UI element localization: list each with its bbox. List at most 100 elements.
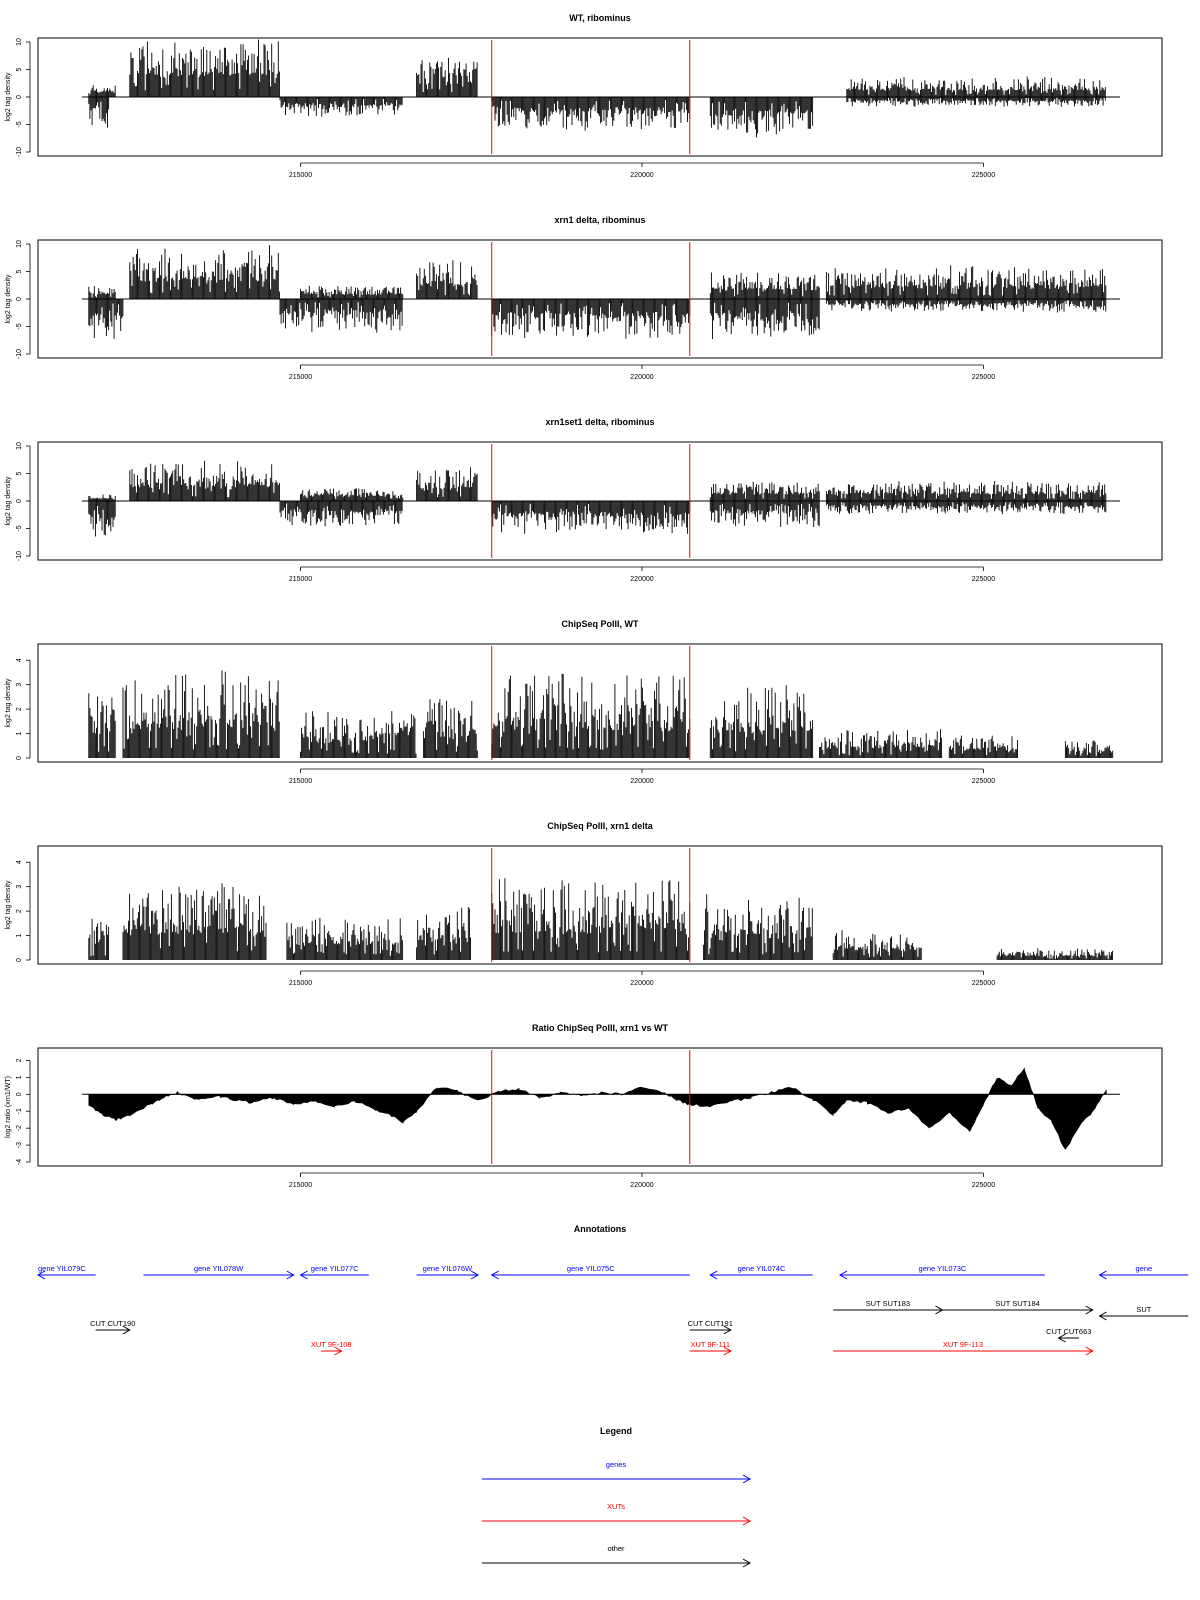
bar-block-plus <box>825 265 1107 299</box>
legend-label: genes <box>606 1460 627 1469</box>
feature-label: SUT SUT184 <box>995 1299 1039 1308</box>
arrow-right-icon <box>286 1270 295 1280</box>
chart-title: WT, ribominus <box>569 13 631 23</box>
y-tick-label: 4 <box>16 860 23 864</box>
chart-title: ChipSeq PolII, xrn1 delta <box>547 821 654 831</box>
feature-label: XUT 9F-113 <box>943 1340 983 1349</box>
bar-block-plus <box>122 883 267 960</box>
arrow-right-icon <box>742 1474 752 1484</box>
bar-block-plus <box>300 711 417 758</box>
y-tick-label: 0 <box>16 1092 23 1096</box>
legend-item-xuts: XUTs <box>482 1502 752 1526</box>
legend-item-other: other <box>482 1544 752 1568</box>
chart-panel-4: ChipSeq PolII, WT 0 1 2 3 4 log2 tag density 21… <box>5 619 1163 785</box>
plot-frame <box>37 1047 1163 1167</box>
x-tick-label: 225000 <box>972 172 995 179</box>
x-tick-label: 215000 <box>289 1182 312 1189</box>
arrow-left-icon <box>490 1270 499 1280</box>
arrow-left-icon <box>1098 1311 1107 1321</box>
y-tick-label: 2 <box>16 707 23 711</box>
bar-block-minus <box>279 97 403 117</box>
y-tick-label: 5 <box>16 67 23 71</box>
feature-xut-9f-111: XUT 9F-111 <box>689 1340 732 1356</box>
legend-title: Legend <box>600 1426 632 1436</box>
bar-block-plus <box>300 488 404 501</box>
feature-sut: SUT <box>1098 1305 1189 1321</box>
feature-gene-yil075c: gene YIL075C <box>490 1264 690 1280</box>
bar-block-plus <box>1064 740 1114 758</box>
y-tick-label: 5 <box>16 471 23 475</box>
feature-gene-yil074c: gene YIL074C <box>709 1264 813 1280</box>
bar-block-plus <box>948 735 1018 758</box>
bar-block-plus <box>416 260 478 299</box>
feature-cut-cut191: CUT CUT191 <box>688 1319 733 1335</box>
y-axis-label: log2 tag density <box>5 274 12 324</box>
bar-block-plus <box>491 878 691 960</box>
bar-block-plus <box>129 39 280 97</box>
bar-block-plus <box>709 481 820 501</box>
y-tick-label: 10 <box>16 442 23 450</box>
y-tick-label: 3 <box>16 683 23 687</box>
bar-series <box>88 670 1114 758</box>
feature-gene-yil078w: gene YIL078W <box>143 1264 295 1280</box>
chart-title: xrn1 delta, ribominus <box>554 215 645 225</box>
y-tick-label: 1 <box>16 1075 23 1079</box>
y-tick-label: -1 <box>16 1108 23 1114</box>
feature-label: CUT CUT191 <box>688 1319 733 1328</box>
x-tick-label: 220000 <box>630 576 653 583</box>
y-tick-label: -4 <box>16 1159 23 1165</box>
bar-block-plus <box>491 673 691 758</box>
arrow-right-icon <box>742 1516 752 1526</box>
chart-panel-6: Ratio ChipSeq PolII, xrn1 vs WT -4 -3 -2 -1 0… <box>5 1023 1163 1189</box>
bar-series <box>88 39 1106 138</box>
bar-block-minus <box>88 501 116 537</box>
bar-block-minus <box>491 299 691 339</box>
bar-block-plus <box>300 285 404 299</box>
x-tick-label: 215000 <box>289 172 312 179</box>
y-tick-label: 2 <box>16 909 23 913</box>
y-axis-label: log2 tag density <box>5 678 12 728</box>
arrow-right-icon <box>935 1305 944 1315</box>
feature-sut-sut184: SUT SUT184 <box>942 1299 1094 1315</box>
bar-block-plus <box>416 907 471 960</box>
arrow-left-icon <box>299 1270 308 1280</box>
plot-frame <box>37 643 1163 763</box>
x-tick-label: 220000 <box>630 374 653 381</box>
feature-gene-yil079c: gene YIL079C <box>36 1264 96 1280</box>
y-tick-label: 10 <box>16 240 23 248</box>
arrow-left-icon <box>839 1270 848 1280</box>
y-tick-label: 4 <box>16 658 23 662</box>
arrow-right-icon <box>723 1325 732 1335</box>
legend-label: other <box>607 1544 625 1553</box>
y-tick-label: 0 <box>16 756 23 760</box>
y-tick-label: -5 <box>16 323 23 329</box>
chart-panel-5: ChipSeq PolII, xrn1 delta 0 1 2 3 4 log2 tag d… <box>5 821 1163 987</box>
feature-label: XUT 9F-111 <box>690 1340 730 1349</box>
y-tick-label: -10 <box>16 551 23 561</box>
bar-block-minus <box>846 97 1106 107</box>
y-tick-label: 0 <box>16 499 23 503</box>
arrow-right-icon <box>470 1270 480 1280</box>
legend-item-genes: genes <box>482 1460 752 1484</box>
feature-label: gene YIL077C <box>311 1264 359 1273</box>
y-tick-label: -5 <box>16 121 23 127</box>
y-tick-label: 3 <box>16 885 23 889</box>
x-tick-label: 220000 <box>630 1182 653 1189</box>
bar-block-minus <box>709 299 820 339</box>
bar-block-minus <box>825 299 1107 313</box>
y-tick-label: 0 <box>16 297 23 301</box>
arrow-right-icon <box>122 1325 131 1335</box>
x-tick-label: 220000 <box>630 172 653 179</box>
chart-title: ChipSeq PolII, WT <box>562 619 639 629</box>
bar-block-plus <box>129 460 280 501</box>
plot-frame <box>37 239 1163 359</box>
bar-block-plus <box>825 481 1107 501</box>
bar-block-minus <box>88 299 124 339</box>
feature-label: gene YIL076W <box>423 1264 473 1273</box>
annotations: Annotations gene YIL079C gene YIL078W gene … <box>36 1224 1189 1356</box>
bar-series <box>88 245 1107 339</box>
y-tick-label: -10 <box>16 147 23 157</box>
plot-frame <box>37 845 1163 965</box>
bar-block-minus <box>279 299 403 333</box>
arrow-left-icon <box>1057 1333 1066 1343</box>
